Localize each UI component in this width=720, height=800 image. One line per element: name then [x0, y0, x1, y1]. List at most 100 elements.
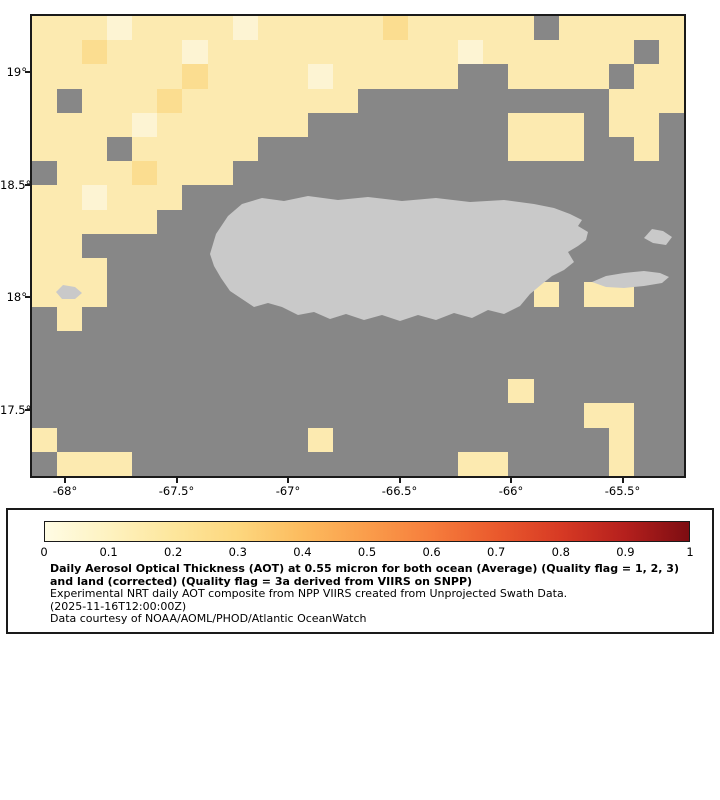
aot-cell — [57, 258, 83, 283]
aot-cell — [508, 16, 534, 41]
caption-source-line: Experimental NRT daily AOT composite fro… — [50, 587, 568, 600]
aot-cell — [408, 64, 434, 89]
colorbar-tick-label: 0.1 — [99, 545, 118, 559]
colorbar — [44, 521, 690, 542]
aot-cell — [107, 185, 133, 210]
aot-cell — [82, 185, 108, 210]
aot-cell — [307, 88, 333, 113]
legend-panel: 0 0.1 0.2 0.3 0.4 0.5 0.6 0.7 0.8 0.9 1 Daily Aero… — [6, 508, 714, 634]
aot-cell — [658, 88, 684, 113]
aot-cell — [57, 112, 83, 138]
aot-cell — [182, 64, 208, 89]
aot-cell — [282, 16, 308, 41]
aot-cell — [533, 64, 559, 89]
aot-cell — [583, 16, 609, 41]
x-axis-tick — [64, 478, 66, 483]
aot-cell — [458, 40, 484, 65]
caption-title: Daily Aerosol Optical Thickness (AOT) at… — [50, 562, 679, 588]
aot-cell — [508, 40, 534, 65]
aot-cell-grid — [32, 16, 684, 476]
aot-cell — [508, 379, 534, 404]
aot-cell — [32, 209, 58, 234]
aot-cell — [182, 112, 208, 138]
aot-cell — [157, 137, 183, 162]
aot-cell — [57, 185, 83, 210]
aot-cell — [282, 88, 308, 113]
aot-cell — [207, 64, 233, 89]
aot-cell — [107, 112, 133, 138]
culebra-island — [644, 229, 672, 245]
aot-cell — [608, 40, 634, 65]
aot-cell — [82, 40, 108, 65]
colorbar-tick-label: 1 — [686, 545, 694, 559]
aot-cell — [658, 40, 684, 65]
aot-cell — [32, 112, 58, 138]
aot-cell — [107, 40, 133, 65]
aot-cell — [608, 403, 634, 428]
aot-cell — [558, 112, 584, 138]
aot-cell — [82, 112, 108, 138]
aot-cell — [207, 137, 233, 162]
aot-cell — [157, 64, 183, 89]
aot-cell — [32, 16, 58, 41]
aot-cell — [583, 64, 609, 89]
aot-cell — [633, 64, 659, 89]
aot-cell — [608, 451, 634, 476]
aot-cell — [82, 88, 108, 113]
aot-cell — [132, 16, 158, 41]
aot-cell — [608, 427, 634, 452]
aot-cell — [608, 88, 634, 113]
aot-cell — [433, 40, 459, 65]
vieques-island — [592, 271, 669, 288]
aot-cell — [57, 209, 83, 234]
map-frame — [30, 14, 686, 478]
aot-cell — [483, 40, 509, 65]
aot-cell — [558, 64, 584, 89]
aot-cell — [257, 112, 283, 138]
aot-cell — [307, 40, 333, 65]
x-axis-tick — [175, 478, 178, 483]
colorbar-tick-label: 0.6 — [422, 545, 441, 559]
aot-cell — [307, 64, 333, 89]
aot-cell — [408, 16, 434, 41]
aot-cell — [633, 112, 659, 138]
aot-cell — [558, 40, 584, 65]
aot-cell — [107, 451, 133, 476]
x-axis-label: -67° — [275, 484, 301, 498]
aot-cell — [157, 88, 183, 113]
colorbar-tick-label: 0.5 — [357, 545, 377, 559]
aot-cell — [358, 64, 384, 89]
islands-overlay — [56, 196, 672, 321]
aot-cell — [633, 137, 659, 162]
aot-cell — [32, 185, 58, 210]
aot-cell — [207, 88, 233, 113]
mona-island — [56, 285, 82, 299]
aot-cell — [332, 88, 358, 113]
aot-cell — [182, 137, 208, 162]
aot-cell — [157, 161, 183, 186]
aot-cell — [232, 16, 258, 41]
caption-courtesy: Data courtesy of NOAA/AOML/PHOD/Atlantic… — [50, 612, 367, 625]
aot-cell — [82, 258, 108, 283]
aot-cell — [508, 112, 534, 138]
aot-cell — [182, 16, 208, 41]
aot-cell — [32, 233, 58, 259]
aot-cell — [332, 40, 358, 65]
colorbar-tick-label: 0.9 — [616, 545, 635, 559]
puerto-rico-island — [210, 196, 588, 321]
aot-cell — [32, 258, 58, 283]
aot-cell — [182, 88, 208, 113]
aot-cell — [232, 88, 258, 113]
y-axis-tick — [25, 296, 30, 298]
aot-cell — [82, 16, 108, 41]
aot-cell — [57, 233, 83, 259]
colorbar-tick-label: 0.4 — [293, 545, 312, 559]
colorbar-tick-label: 0.8 — [551, 545, 570, 559]
aot-cell — [433, 16, 459, 41]
aot-cell — [32, 427, 58, 452]
aot-cell — [383, 40, 409, 65]
aot-cell — [132, 137, 158, 162]
aot-cell — [282, 64, 308, 89]
aot-cell — [257, 64, 283, 89]
aot-cell — [633, 16, 659, 41]
